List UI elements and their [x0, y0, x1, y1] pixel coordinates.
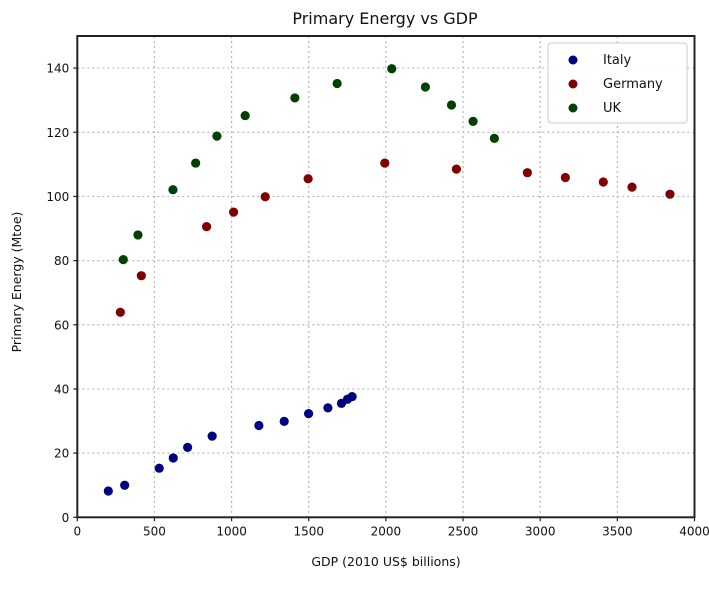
- y-axis-label: Primary Energy (Mtoe): [9, 212, 24, 353]
- x-axis-label: GDP (2010 US$ billions): [311, 554, 460, 569]
- data-point-germany: [598, 177, 608, 187]
- y-tick-label: 20: [54, 447, 69, 461]
- data-point-italy: [103, 486, 113, 496]
- data-point-italy: [168, 453, 178, 463]
- legend-box: [547, 42, 688, 124]
- data-point-italy: [347, 392, 357, 402]
- data-point-uk: [489, 133, 499, 143]
- data-point-uk: [290, 93, 300, 103]
- data-point-uk: [168, 185, 178, 195]
- data-point-italy: [120, 480, 130, 490]
- x-tick-label: 1000: [216, 524, 247, 538]
- y-tick-label: 140: [46, 62, 69, 76]
- data-point-italy: [303, 409, 314, 419]
- legend-item-germany: Germany: [568, 77, 663, 92]
- data-point-germany: [560, 172, 570, 183]
- data-point-italy: [154, 463, 164, 473]
- y-tick-label: 100: [46, 190, 69, 204]
- data-point-germany: [451, 164, 462, 174]
- data-point-germany: [136, 271, 146, 281]
- y-axis: 0 20 40 60 80 100 120 140: [46, 62, 78, 525]
- data-point-germany: [665, 189, 675, 199]
- x-tick-label: 3500: [602, 524, 633, 538]
- x-tick-label: 4000: [679, 524, 709, 538]
- data-point-uk: [468, 116, 478, 126]
- legend-label-germany: Germany: [603, 77, 663, 92]
- legend-marker-uk: [568, 103, 578, 113]
- data-point-uk: [420, 82, 431, 92]
- x-axis: 0 500 1000 1500 2000 2500 3000 3500 4000: [73, 517, 709, 538]
- legend-marker-italy: [568, 55, 578, 65]
- x-tick-label: 3000: [525, 524, 556, 538]
- data-point-italy: [207, 431, 217, 441]
- data-point-uk: [212, 131, 222, 141]
- x-tick-label: 1500: [293, 524, 324, 538]
- data-point-uk: [332, 78, 342, 89]
- data-point-germany: [115, 307, 125, 317]
- data-point-uk: [240, 110, 250, 121]
- data-point-germany: [627, 182, 637, 192]
- chart-title: Primary Energy vs GDP: [292, 9, 478, 28]
- data-point-germany: [202, 221, 212, 232]
- y-tick-label: 80: [54, 254, 69, 268]
- data-point-germany: [260, 192, 270, 202]
- data-point-uk: [446, 100, 457, 110]
- data-point-italy: [254, 420, 264, 431]
- legend-item-uk: UK: [568, 101, 622, 116]
- x-tick-label: 2500: [448, 524, 479, 538]
- x-tick-label: 0: [73, 524, 81, 538]
- legend-item-italy: Italy: [568, 53, 632, 68]
- data-point-uk: [133, 230, 143, 240]
- data-point-germany: [522, 168, 532, 178]
- y-tick-label: 120: [46, 126, 69, 140]
- data-point-germany: [229, 207, 239, 217]
- y-tick-label: 40: [54, 382, 69, 396]
- data-point-italy: [323, 403, 333, 413]
- series-germany: [115, 158, 675, 317]
- legend-label-italy: Italy: [603, 53, 632, 68]
- x-tick-label: 2000: [371, 524, 402, 538]
- legend: Italy Germany UK: [547, 42, 688, 124]
- y-tick-label: 0: [62, 511, 70, 525]
- data-point-italy: [279, 416, 289, 426]
- data-point-uk: [387, 64, 397, 74]
- data-point-germany: [380, 158, 390, 168]
- data-point-uk: [118, 255, 128, 265]
- x-tick-label: 500: [143, 524, 166, 538]
- data-point-uk: [191, 158, 201, 168]
- data-point-italy: [183, 442, 193, 452]
- y-tick-label: 60: [54, 318, 69, 332]
- data-point-germany: [303, 174, 313, 184]
- series-italy: [103, 392, 357, 496]
- series-uk: [118, 64, 499, 265]
- legend-label-uk: UK: [603, 101, 622, 116]
- data-points: [103, 64, 675, 496]
- legend-marker-germany: [568, 79, 578, 89]
